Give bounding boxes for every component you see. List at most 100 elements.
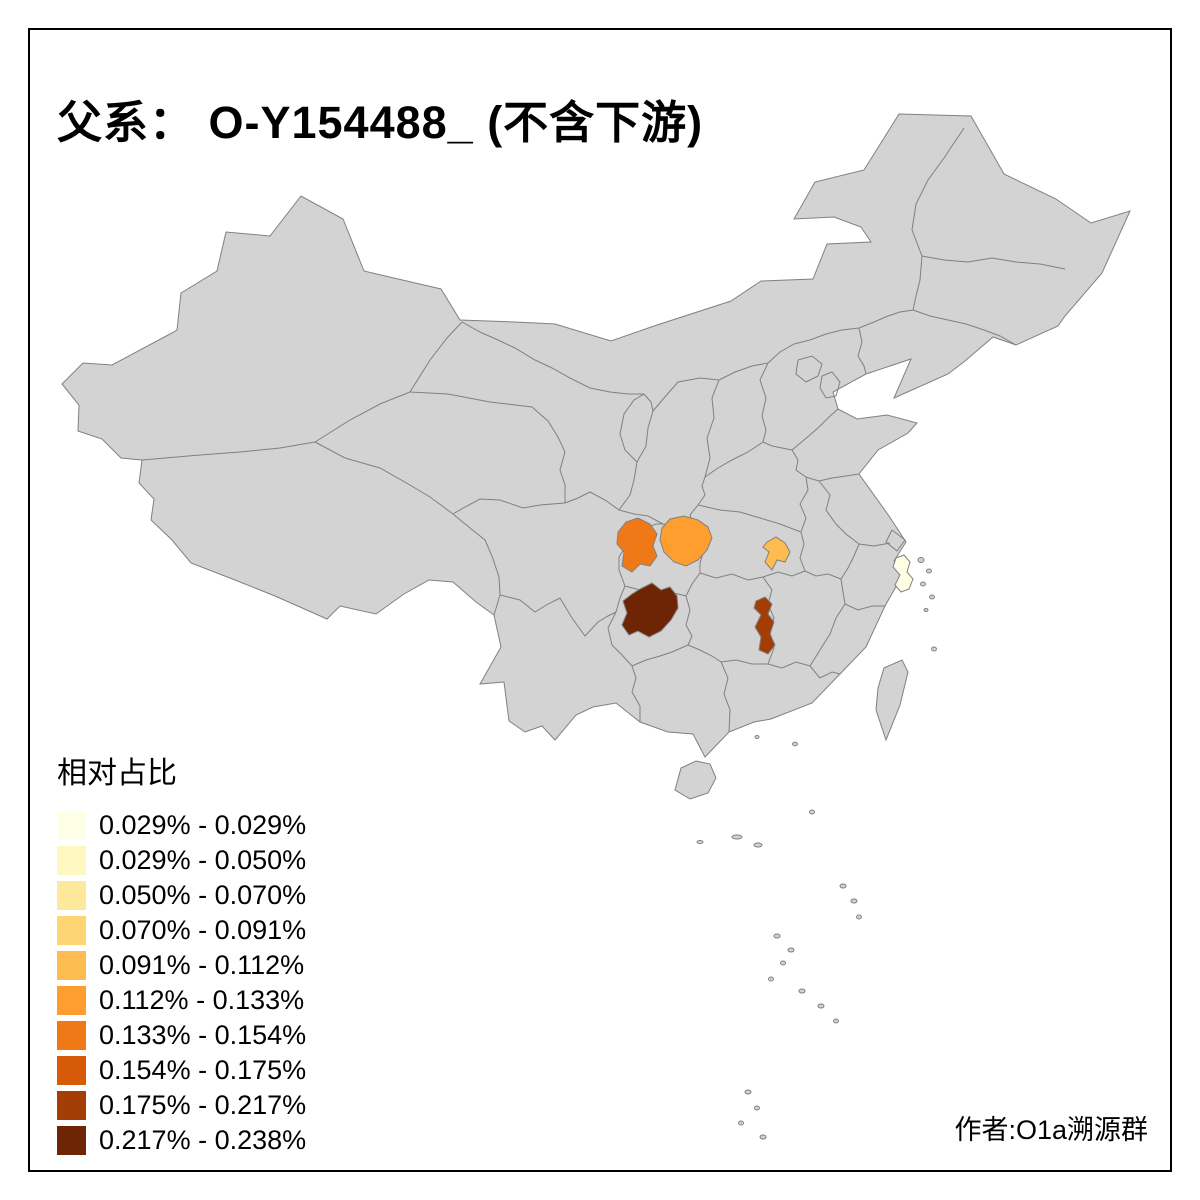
south-china-sea-islands bbox=[696, 834, 862, 1140]
province-border bbox=[912, 309, 1017, 346]
legend-swatch bbox=[57, 1126, 86, 1155]
legend-row: 0.217% - 0.238% bbox=[57, 1123, 306, 1158]
legend-label: 0.091% - 0.112% bbox=[99, 950, 305, 980]
islet bbox=[759, 1134, 767, 1140]
islet bbox=[753, 842, 763, 848]
islet bbox=[738, 1120, 744, 1126]
province-border bbox=[840, 543, 860, 580]
province-border bbox=[618, 461, 638, 511]
province-border bbox=[615, 585, 626, 613]
islet bbox=[754, 1105, 760, 1111]
region-sichuan-west bbox=[616, 517, 658, 573]
province-border bbox=[762, 576, 775, 665]
islet bbox=[856, 914, 862, 920]
province-border bbox=[314, 441, 454, 515]
province-border bbox=[685, 595, 693, 646]
legend-label: 0.029% - 0.050% bbox=[99, 845, 307, 875]
province-border bbox=[607, 611, 633, 667]
islet bbox=[833, 1018, 839, 1024]
mainland-china bbox=[61, 113, 1131, 758]
region-hunan-jiangxi-border bbox=[753, 596, 776, 655]
islet bbox=[850, 898, 858, 904]
province-border bbox=[697, 476, 706, 506]
legend-row: 0.091% - 0.112% bbox=[57, 948, 306, 983]
province-border bbox=[314, 391, 411, 443]
legend-swatch bbox=[57, 846, 86, 875]
province-border bbox=[762, 441, 860, 482]
legend-row: 0.070% - 0.091% bbox=[57, 913, 306, 948]
legend-title: 相对占比 bbox=[57, 757, 177, 790]
province-border bbox=[858, 309, 914, 329]
islet bbox=[780, 960, 786, 966]
islet bbox=[923, 608, 929, 612]
province-border bbox=[791, 408, 839, 451]
province-border bbox=[759, 362, 769, 443]
legend-label: 0.070% - 0.091% bbox=[99, 915, 307, 945]
legend-row: 0.029% - 0.050% bbox=[57, 843, 306, 878]
region-guizhou-north bbox=[621, 582, 679, 638]
legend-row: 0.112% - 0.133% bbox=[57, 983, 306, 1018]
province-border bbox=[704, 379, 720, 478]
legend-swatch bbox=[57, 1021, 86, 1050]
legend-swatch bbox=[57, 811, 86, 840]
province-border bbox=[631, 644, 689, 667]
islet bbox=[917, 557, 925, 563]
province-border bbox=[499, 594, 617, 637]
province-border bbox=[704, 441, 764, 478]
province-border bbox=[461, 321, 644, 395]
legend-label: 0.133% - 0.154% bbox=[99, 1020, 307, 1050]
islet bbox=[931, 646, 937, 652]
province-border bbox=[697, 504, 802, 533]
islet bbox=[792, 741, 798, 747]
islet bbox=[696, 840, 704, 844]
islet bbox=[809, 809, 815, 815]
islet bbox=[744, 1089, 752, 1095]
figure-frame bbox=[28, 28, 1172, 1172]
legend-swatch bbox=[57, 986, 86, 1015]
legend: 相对占比 0.029% - 0.029% 0.029% - 0.050% 0.0… bbox=[57, 748, 306, 1158]
province-border bbox=[809, 603, 846, 667]
province-border bbox=[844, 603, 885, 611]
province-border bbox=[687, 644, 722, 663]
islet bbox=[926, 568, 932, 574]
province-border bbox=[409, 321, 463, 393]
province-border bbox=[795, 355, 823, 383]
islet bbox=[787, 947, 795, 953]
province-border bbox=[840, 578, 846, 605]
legend-row: 0.154% - 0.175% bbox=[57, 1053, 306, 1088]
islet bbox=[920, 581, 926, 587]
figure-title: 父系： O-Y154488_ (不含下游) bbox=[57, 97, 704, 149]
legend-swatch bbox=[57, 1056, 86, 1085]
highlighted-regions bbox=[616, 515, 914, 655]
province-border bbox=[141, 441, 316, 461]
province-border bbox=[767, 661, 811, 669]
province-border bbox=[799, 531, 806, 572]
hainan-island bbox=[674, 760, 717, 800]
province-border bbox=[804, 570, 842, 580]
taiwan-island bbox=[875, 659, 909, 742]
province-border bbox=[857, 327, 867, 375]
region-hubei-east bbox=[762, 536, 791, 571]
legend-swatch bbox=[57, 881, 86, 910]
islet bbox=[768, 976, 774, 982]
legend-row: 0.133% - 0.154% bbox=[57, 1018, 306, 1053]
legend-swatch bbox=[57, 916, 86, 945]
islet bbox=[839, 883, 847, 889]
legend-swatch bbox=[57, 951, 86, 980]
province-border bbox=[409, 391, 566, 503]
province-border bbox=[921, 255, 1066, 270]
legend-label: 0.175% - 0.217% bbox=[99, 1090, 307, 1120]
islet bbox=[773, 933, 781, 939]
province-border bbox=[819, 371, 841, 399]
province-border bbox=[799, 476, 809, 533]
islet bbox=[754, 735, 760, 739]
coastal-islets bbox=[754, 557, 937, 815]
province-border bbox=[818, 480, 860, 545]
islet bbox=[731, 834, 743, 840]
legend-swatch bbox=[57, 1091, 86, 1120]
map-land-and-borders bbox=[61, 113, 1131, 1140]
islet bbox=[929, 594, 935, 600]
province-border bbox=[718, 362, 769, 381]
